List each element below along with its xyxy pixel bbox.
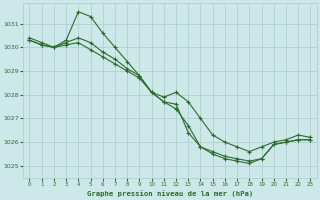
X-axis label: Graphe pression niveau de la mer (hPa): Graphe pression niveau de la mer (hPa) — [87, 190, 253, 197]
